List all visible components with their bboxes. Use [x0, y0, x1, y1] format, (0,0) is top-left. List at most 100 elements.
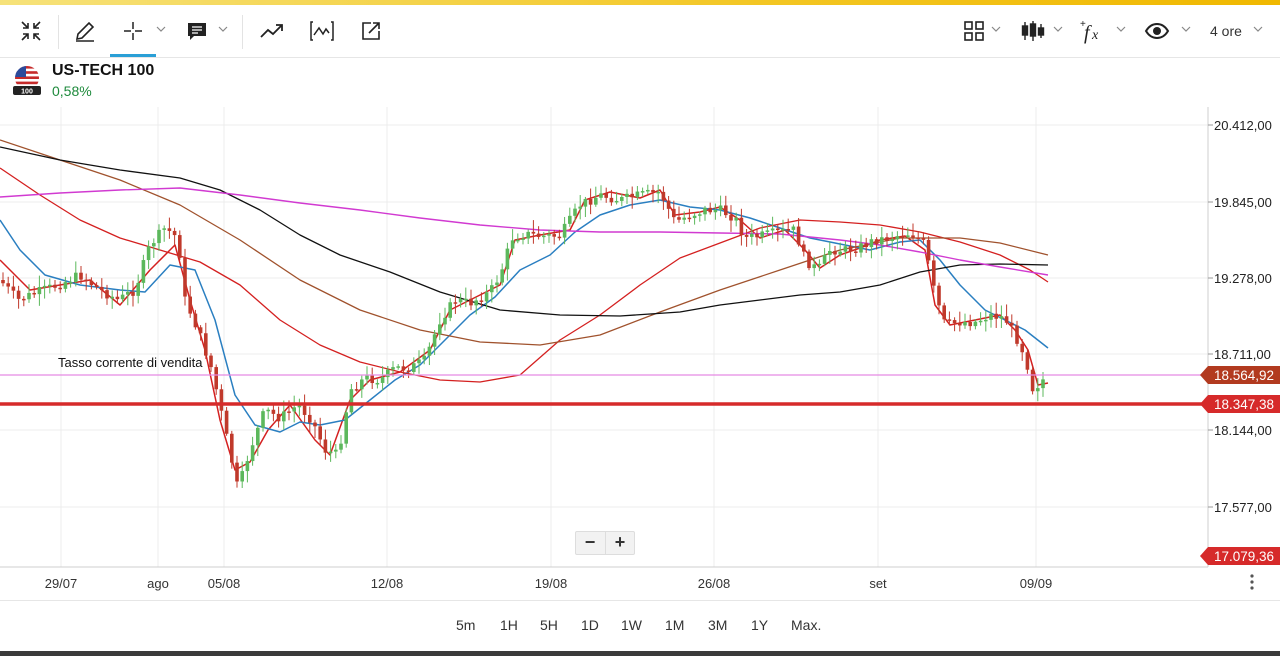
candle-body [656, 191, 660, 194]
candle-body [640, 191, 645, 193]
candle-body [183, 257, 187, 297]
candle-body [58, 287, 62, 290]
candle-body [16, 290, 21, 299]
period-1d[interactable]: 1D [581, 617, 599, 633]
candle-body [765, 230, 770, 232]
price-axis-label: 19.845,00 [1214, 195, 1272, 210]
candle-body [557, 236, 562, 239]
trend-line-icon[interactable] [256, 15, 288, 47]
indicator-chart-icon[interactable] [306, 15, 338, 47]
more-options-icon[interactable] [1247, 573, 1257, 591]
flag-badge-text: 100 [21, 89, 33, 96]
layout-grid-icon[interactable] [960, 15, 988, 47]
candle-body [235, 462, 239, 482]
candle-body [245, 461, 250, 472]
eye-icon[interactable] [1142, 15, 1172, 47]
candle-body [422, 355, 426, 360]
candle-body [292, 407, 296, 412]
candle-body [32, 292, 36, 295]
candle-body [547, 234, 551, 236]
candle-body [687, 217, 692, 220]
chevron-down-icon[interactable] [1252, 23, 1264, 35]
crosshair-icon[interactable] [118, 15, 148, 47]
candle-body [609, 197, 614, 203]
candle-body [911, 235, 915, 238]
zoom-out-button[interactable]: − [584, 532, 596, 552]
pencil-icon[interactable] [70, 15, 100, 47]
candle-body [188, 296, 192, 314]
candle-body [552, 234, 556, 237]
candle-body [937, 285, 941, 306]
candle-body [1010, 322, 1014, 326]
svg-text:+: + [1080, 19, 1086, 30]
period-3m[interactable]: 3M [708, 617, 728, 633]
zoom-controls: − + [575, 531, 635, 555]
candle-body [817, 263, 822, 266]
candle-body [261, 411, 265, 428]
candlesticks [1, 184, 1045, 488]
chevron-down-icon[interactable] [1052, 23, 1064, 35]
period-1y[interactable]: 1Y [751, 617, 769, 633]
candle-body [79, 272, 83, 280]
candle-body [157, 229, 161, 244]
chevron-down-icon[interactable] [155, 23, 167, 35]
candle-body [401, 366, 406, 371]
candle-body [947, 319, 952, 321]
candle-body [739, 217, 744, 235]
candle-body [869, 239, 874, 248]
candle-body [42, 285, 47, 288]
collapse-arrows-icon[interactable] [16, 15, 46, 47]
candle-body [427, 346, 432, 356]
candle-body [978, 320, 983, 323]
comment-icon[interactable] [182, 15, 212, 47]
candle-body [131, 291, 135, 296]
instrument-name: US-TECH 100 [52, 62, 155, 79]
candle-body [994, 313, 998, 319]
sell-rate-tag-bg [1200, 395, 1280, 413]
candle-body [152, 243, 156, 247]
candle-body [703, 207, 707, 215]
candlestick-icon[interactable] [1018, 15, 1048, 47]
candle-body [266, 409, 270, 412]
price-chart[interactable]: 18.564,92 18.347,38 17.079,36 20.412,00 19.… [0, 105, 1280, 600]
period-5m[interactable]: 5m [456, 617, 476, 633]
candle-body [604, 193, 608, 198]
candle-body [214, 367, 218, 390]
chevron-down-icon[interactable] [1180, 23, 1192, 35]
period-1w[interactable]: 1W [621, 617, 642, 633]
candle-body [620, 197, 624, 201]
chevron-down-icon[interactable] [217, 23, 229, 35]
candle-body [94, 285, 99, 287]
period-1m[interactable]: 1M [665, 617, 685, 633]
candle-body [796, 226, 801, 245]
candle-body [630, 193, 634, 198]
candle-body [53, 284, 57, 288]
timeframe-selector[interactable]: 4 ore [1210, 23, 1242, 39]
chevron-down-icon[interactable] [990, 23, 1002, 35]
date-axis-label: 29/07 [45, 576, 78, 591]
candle-body [308, 414, 312, 423]
sell-rate-label: Tasso corrente di vendita [58, 355, 203, 370]
chart-toolbar: f x + 4 ore [0, 5, 1280, 58]
low-price-tag: 17.079,36 [1214, 549, 1274, 564]
period-max[interactable]: Max. [791, 617, 822, 633]
candle-body [672, 208, 676, 218]
external-link-icon[interactable] [356, 15, 386, 47]
function-fx-icon[interactable]: f x + [1078, 15, 1108, 47]
candle-body [230, 433, 234, 463]
candle-body [412, 363, 416, 373]
candle-body [458, 298, 463, 303]
candle-body [27, 292, 31, 300]
candle-body [370, 375, 374, 384]
period-5h[interactable]: 5H [540, 617, 558, 633]
chevron-down-icon[interactable] [1115, 23, 1127, 35]
candle-body [48, 284, 52, 287]
candle-body [302, 405, 307, 415]
candle-body [734, 217, 738, 221]
candle-body [120, 294, 125, 300]
candle-body [360, 379, 364, 390]
candle-body [744, 234, 749, 237]
zoom-in-button[interactable]: + [605, 532, 634, 554]
period-1h[interactable]: 1H [500, 617, 518, 633]
instrument-change: 0,58% [52, 83, 92, 99]
